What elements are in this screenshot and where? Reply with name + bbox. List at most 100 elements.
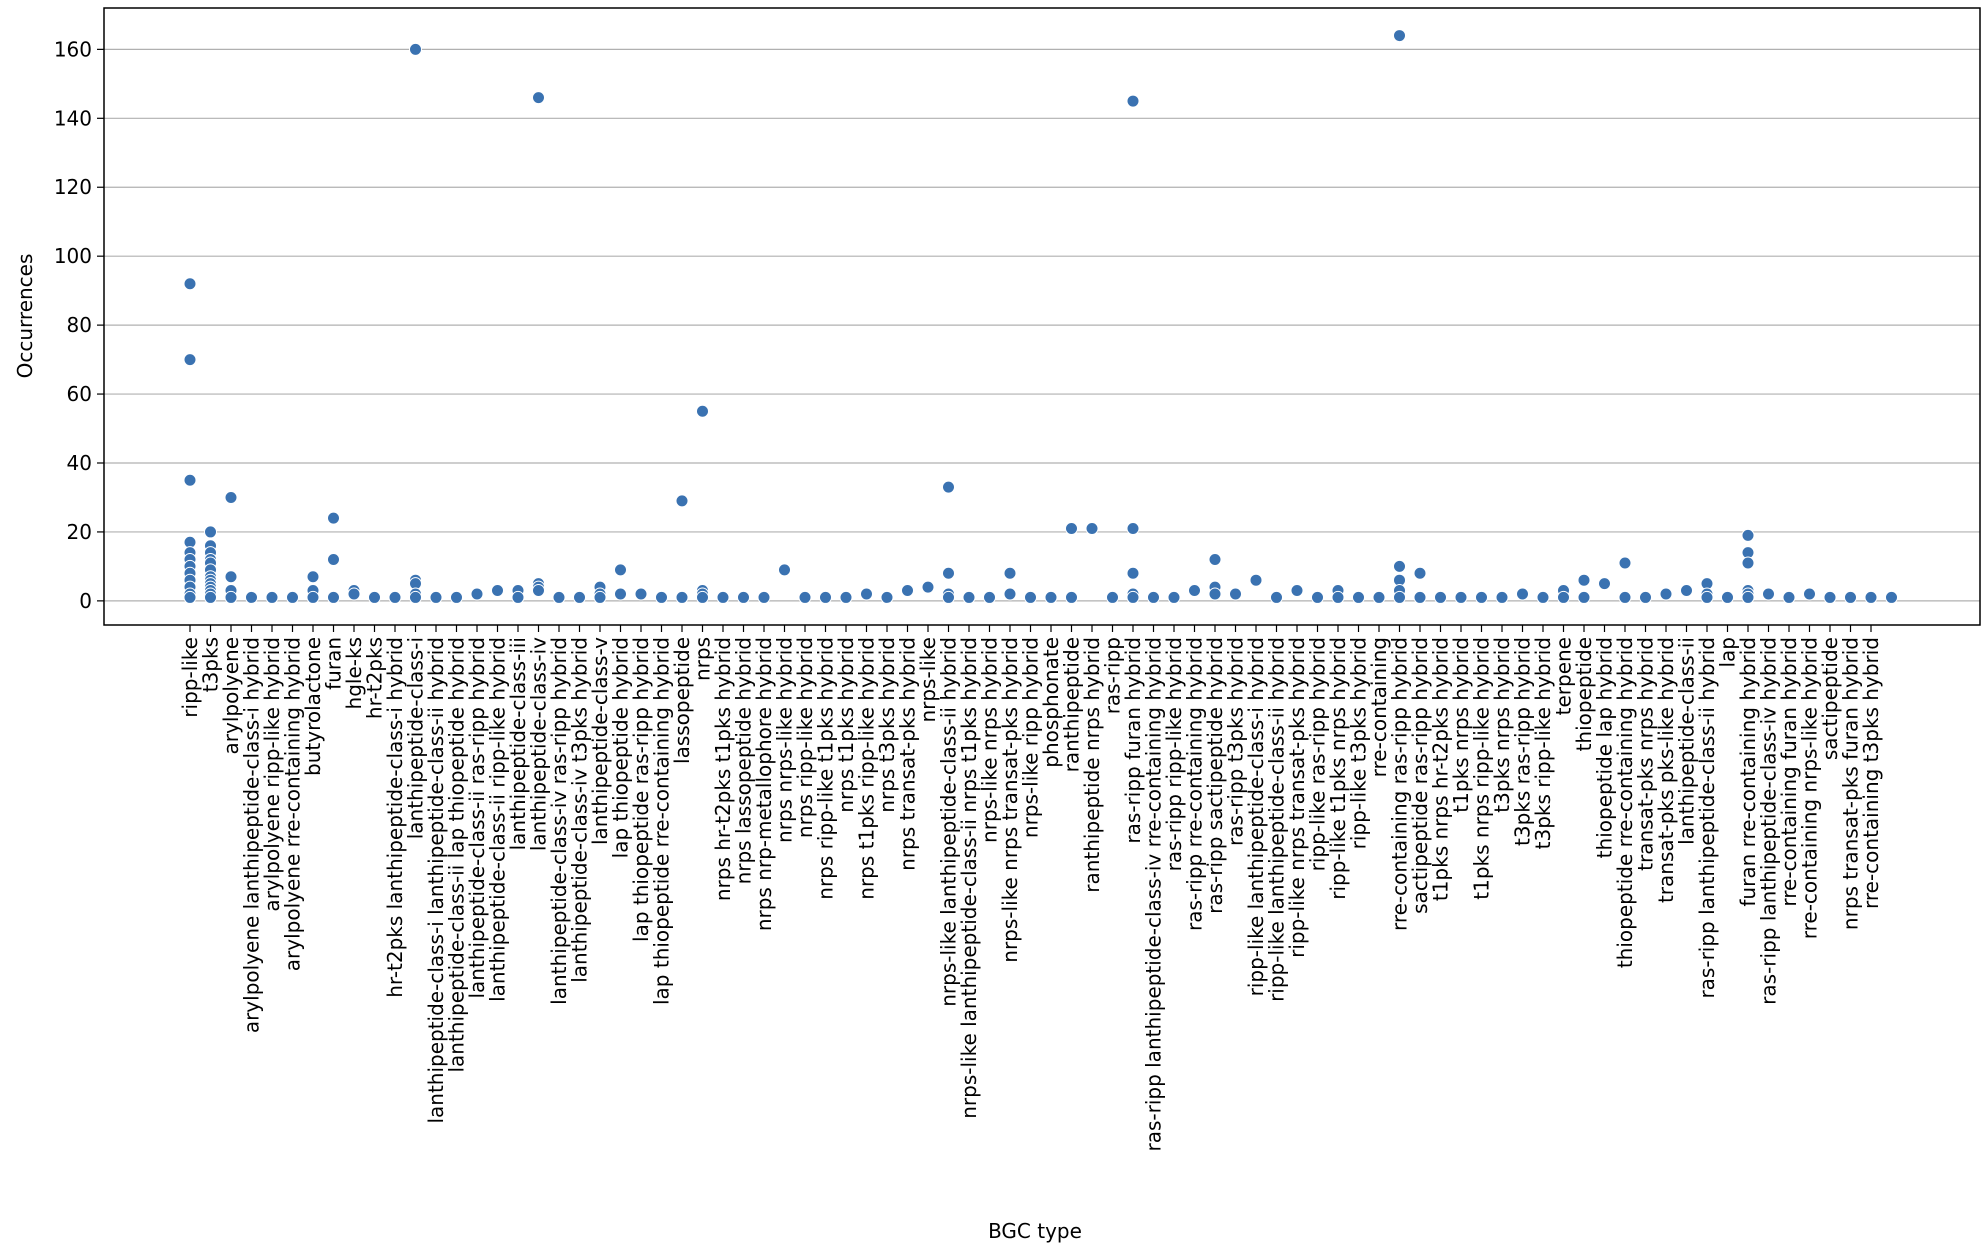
data-point [306, 570, 320, 584]
data-point [1577, 573, 1591, 587]
x-tick-label: lanthipeptide-class-ii lap thiopeptide h… [445, 637, 469, 1073]
data-point [1003, 566, 1017, 580]
data-point [1516, 587, 1529, 601]
data-point [1680, 584, 1693, 598]
x-tick-label: nrps-like nrps hybrid [978, 637, 1002, 843]
data-point [1147, 590, 1160, 604]
x-tick-label: rre-containing t3pks hybrid [1859, 637, 1883, 909]
x-tick-label: transat-pks pks-like hybrid [1654, 637, 1678, 903]
data-point [942, 590, 955, 604]
data-point [511, 590, 525, 604]
x-tick-label: nrps-like nrps transat-pks hybrid [998, 637, 1022, 963]
data-point [1885, 590, 1898, 604]
x-tick-label: lap thiopeptide ras-ripp hybrid [629, 637, 653, 942]
data-point [1208, 553, 1222, 567]
x-tick-label: rre-containing ras-ripp hybrid [1388, 637, 1412, 931]
x-tick-label: arylpolyene ripp-like hybrid [260, 637, 284, 912]
data-point [983, 590, 996, 604]
data-point [1598, 577, 1611, 591]
y-tick-label: 160 [54, 37, 92, 61]
data-point [1741, 590, 1755, 604]
x-tick-label: hgle-ks [342, 637, 366, 709]
data-point [1413, 566, 1427, 580]
x-tick-label: t3pks ripp-like hybrid [1531, 637, 1555, 849]
x-tick-label: nrps t1pks ripp-like hybrid [855, 637, 879, 900]
data-point [860, 587, 873, 601]
x-tick-label: ras-ripp furan hybrid [1121, 637, 1145, 844]
x-tick-label: ranthipeptide nrps hybrid [1080, 637, 1104, 893]
x-tick-label: ripp-like t3pks hybrid [1347, 637, 1371, 849]
x-tick-label: t1pks nrps hybrid [1449, 637, 1473, 813]
x-tick-label: ripp-like ras-ripp hybrid [1306, 637, 1330, 871]
data-point [1044, 590, 1058, 604]
data-point [675, 590, 689, 604]
y-tick-label: 140 [54, 106, 92, 130]
data-point [696, 404, 709, 418]
x-axis-title: BGC type [988, 1219, 1082, 1243]
data-point [470, 587, 484, 601]
data-point [1311, 590, 1324, 604]
x-tick-label: t3pks nrps hybrid [1490, 637, 1514, 813]
x-tick-label: butyrolactone [301, 637, 325, 776]
x-tick-label: lap thiopeptide rre-containing hybrid [650, 637, 674, 1005]
x-tick-label: nrps transat-pks hybrid [896, 637, 920, 871]
x-tick-label: lap [1716, 637, 1740, 668]
x-tick-label: lanthipeptide-class-ii ras-ripp hybrid [465, 637, 489, 999]
x-tick-label: nrps t3pks hybrid [875, 637, 899, 813]
data-point [757, 590, 771, 604]
data-point [839, 590, 853, 604]
x-tick-label: lassopeptide [670, 637, 694, 764]
x-tick-label: lanthipeptide-class-iii [506, 637, 530, 850]
data-points [183, 29, 1898, 604]
x-tick-label: nrps nrp-metallophore hybrid [752, 637, 776, 931]
x-tick-label: nrps hr-t2pks t1pks hybrid [711, 637, 735, 901]
data-point [368, 590, 381, 604]
data-point [1454, 590, 1468, 604]
x-tick-label: rre-containing nrps-like hybrid [1798, 637, 1822, 939]
x-tick-label: nrps lassopeptide hybrid [732, 637, 756, 884]
x-tick-label: arylpolyene rre-containing hybrid [281, 637, 305, 971]
data-point [942, 566, 955, 580]
x-tick-label: ras-ripp lanthipeptide-class-iv rre-cont… [1142, 637, 1166, 1152]
data-point [1331, 590, 1345, 604]
y-tick-label: 80 [67, 313, 92, 337]
x-tick-label: ripp-like lanthipeptide-class-i hybrid [1244, 637, 1268, 996]
data-point [409, 42, 422, 56]
x-tick-label: hr-t2pks lanthipeptide-class-i hybrid [383, 637, 407, 998]
data-point [1823, 590, 1837, 604]
x-tick-label: nrps ripp-like t1pks hybrid [814, 637, 838, 900]
x-tick-label: nrps t1pks hybrid [834, 637, 858, 813]
data-point [1126, 521, 1140, 535]
data-point [1618, 590, 1632, 604]
data-point [1762, 587, 1775, 601]
data-point [1167, 590, 1181, 604]
x-tick-label: rre-containing [1367, 637, 1391, 777]
x-tick-label: ras-ripp t3pks hybrid [1224, 637, 1248, 846]
x-tick-label: lanthipeptide-class-iv [527, 637, 551, 851]
data-point [1024, 590, 1037, 604]
data-point [614, 587, 627, 601]
x-tick-label: transat-pks nrps hybrid [1634, 637, 1658, 871]
x-tick-label: arylpolyene [219, 637, 243, 754]
x-tick-label: lanthipeptide-class-i lanthipeptide-clas… [424, 637, 448, 1124]
data-point [1864, 590, 1878, 604]
data-point [429, 590, 443, 604]
x-tick-label: furan rre-containing hybrid [1736, 637, 1760, 907]
data-point [532, 91, 545, 105]
x-tick-label: thiopeptide lap hybrid [1593, 637, 1617, 858]
data-point [1249, 573, 1263, 587]
x-tick-label: phosphonate [1039, 637, 1063, 768]
data-point [347, 587, 361, 601]
data-point [1741, 528, 1755, 542]
x-tick-label: nrps-like ripp hybrid [1019, 637, 1043, 838]
data-point [593, 590, 607, 604]
x-tick-label: nrps [691, 637, 715, 681]
data-point [1475, 590, 1488, 604]
x-tick-label: hr-t2pks [363, 637, 387, 719]
gridlines [104, 48, 1980, 602]
x-tick-label: lanthipeptide-class-ii [1675, 637, 1699, 845]
data-point [409, 590, 422, 604]
x-tick-label: thiopeptide [1572, 637, 1596, 751]
data-point [1126, 590, 1140, 604]
